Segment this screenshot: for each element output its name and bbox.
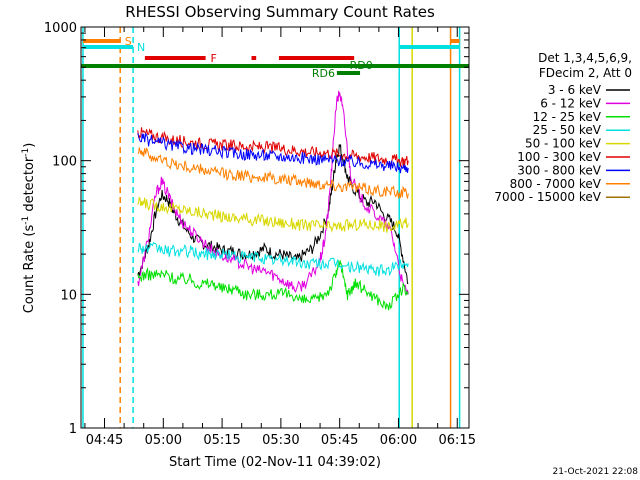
legend-label-12-25-kev: 12 - 25 keV: [533, 110, 602, 124]
series-line-6-12-kev: [137, 90, 409, 295]
y-axis-label-mid: detector: [22, 156, 37, 216]
flag-label-n: N: [137, 41, 145, 54]
legend-label-7000-15000-kev: 7000 - 15000 keV: [494, 190, 601, 204]
legend: Det 1,3,4,5,6,9, FDecim 2, Att 0 3 - 6 k…: [494, 51, 632, 204]
series-line-800-7000-kev: [137, 147, 409, 199]
flag-label-rd0: RD0: [350, 59, 373, 72]
plot-frame: [80, 26, 470, 429]
x-tick-label-7: 06:15: [439, 433, 476, 448]
legend-label-25-50-kev: 25 - 50 keV: [533, 123, 602, 137]
chart-title: RHESSI Observing Summary Count Rates: [125, 3, 435, 21]
series-line-50-100-kev: [137, 196, 409, 233]
y-tick-label-1: 1: [69, 422, 77, 437]
y-axis-label-sup2: -1: [21, 148, 31, 157]
y-axis-label: Count Rate (s-1 detector-1): [21, 143, 37, 314]
series-line-300-800-kev: [137, 132, 409, 174]
x-tick-label-2: 05:00: [145, 433, 182, 448]
x-tick-label-6: 06:00: [380, 433, 417, 448]
flag-label-s: S: [125, 35, 132, 48]
x-tick-label-4: 05:30: [262, 433, 299, 448]
legend-label-3-6-kev: 3 - 6 keV: [548, 83, 602, 97]
flag-label-rd6: RD6: [312, 67, 335, 80]
flag-label-f: F: [210, 52, 216, 65]
legend-label-6-12-kev: 6 - 12 keV: [540, 96, 602, 110]
y-axis-label-main: Count Rate (s: [22, 225, 37, 314]
y-tick-label-4: 1000: [44, 21, 77, 36]
legend-label-100-300-kev: 100 - 300 keV: [517, 150, 601, 164]
y-axis-label-end: ): [22, 143, 37, 148]
series-line-12-25-kev: [137, 259, 409, 311]
x-axis-label: Start Time (02-Nov-11 04:39:02): [169, 455, 381, 470]
legend-header-line-2: FDecim 2, Att 0: [539, 66, 632, 80]
y-axis-label-sup1: -1: [21, 216, 31, 225]
x-tick-label-5: 05:45: [321, 433, 358, 448]
footer-date: 21-Oct-2021 22:08: [553, 467, 639, 477]
series-line-3-6-kev: [137, 144, 409, 285]
series-line-100-300-kev: [137, 127, 409, 167]
x-tick-label-1: 04:45: [86, 433, 123, 448]
series-line-25-50-kev: [137, 241, 409, 277]
x-tick-label-3: 05:15: [203, 433, 240, 448]
legend-label-800-7000-kev: 800 - 7000 keV: [510, 177, 602, 191]
axis-layer: 04:45 05:00 05:15 05:30 05:45 06:00 06:15 1 10 10…: [44, 21, 476, 448]
y-tick-label-3: 100: [52, 155, 77, 170]
legend-label-50-100-kev: 50 - 100 keV: [525, 137, 602, 151]
plot-data-layer: S N F RD0 RD6: [81, 27, 469, 428]
y-tick-label-2: 10: [60, 288, 77, 303]
legend-header-line-1: Det 1,3,4,5,6,9,: [538, 51, 632, 65]
legend-label-300-800-kev: 300 - 800 keV: [517, 163, 601, 177]
